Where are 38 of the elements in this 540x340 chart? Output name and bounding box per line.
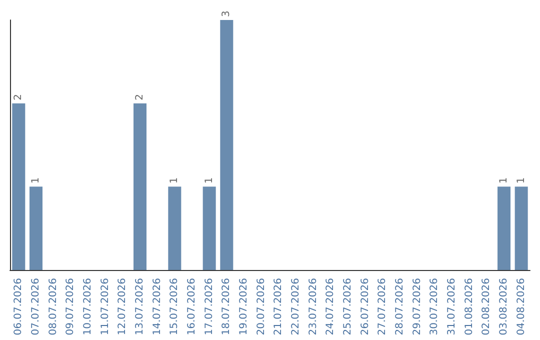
x-tick-label: 08.07.2026 bbox=[48, 278, 59, 336]
data-label: 1 bbox=[204, 177, 215, 184]
x-tick-label: 01.08.2026 bbox=[464, 278, 475, 336]
data-label: 3 bbox=[221, 10, 232, 17]
x-tick-label: 16.07.2026 bbox=[186, 278, 198, 336]
x-tick-label: 22.07.2026 bbox=[290, 278, 302, 336]
x-tick-label: 13.07.2026 bbox=[134, 278, 146, 336]
data-label: 2 bbox=[134, 94, 146, 100]
x-tick-label: 26.07.2026 bbox=[360, 278, 371, 336]
x-tick-label: 18.07.2026 bbox=[221, 278, 232, 336]
x-tick-label: 12.07.2026 bbox=[117, 278, 128, 336]
data-label: 1 bbox=[516, 177, 527, 184]
x-tick-label: 28.07.2026 bbox=[394, 278, 406, 336]
x-tick-label: 30.07.2026 bbox=[429, 278, 440, 336]
x-tick-label: 03.08.2026 bbox=[498, 278, 510, 336]
x-tick-label: 19.07.2026 bbox=[238, 278, 250, 336]
x-tick-label: 23.07.2026 bbox=[308, 278, 319, 336]
x-tick-label: 04.08.2026 bbox=[516, 278, 527, 336]
x-tick-label: 17.07.2026 bbox=[204, 278, 215, 336]
data-label: 1 bbox=[498, 177, 510, 184]
x-tick-label: 10.07.2026 bbox=[82, 278, 94, 336]
x-tick-label: 15.07.2026 bbox=[169, 278, 180, 336]
data-label: 1 bbox=[30, 177, 42, 184]
x-tick-label: 21.07.2026 bbox=[273, 278, 284, 336]
data-label: 1 bbox=[169, 177, 180, 184]
x-tick-label: 02.08.2026 bbox=[481, 278, 492, 336]
x-tick-label: 07.07.2026 bbox=[30, 278, 42, 336]
x-tick-label: 24.07.2026 bbox=[325, 278, 336, 336]
data-label: 2 bbox=[13, 94, 24, 100]
x-tick-label: 31.07.2026 bbox=[446, 278, 458, 336]
x-tick-label: 06.07.2026 bbox=[13, 278, 24, 336]
x-tick-label: 20.07.2026 bbox=[256, 278, 267, 336]
x-tick-label: 27.07.2026 bbox=[377, 278, 388, 336]
x-tick-label: 14.07.2026 bbox=[152, 278, 163, 336]
x-tick-label: 11.07.2026 bbox=[100, 278, 111, 336]
x-tick-label: 29.07.2026 bbox=[412, 278, 423, 336]
x-tick-label: 25.07.2026 bbox=[342, 278, 354, 336]
x-tick-label: 09.07.2026 bbox=[65, 278, 76, 336]
